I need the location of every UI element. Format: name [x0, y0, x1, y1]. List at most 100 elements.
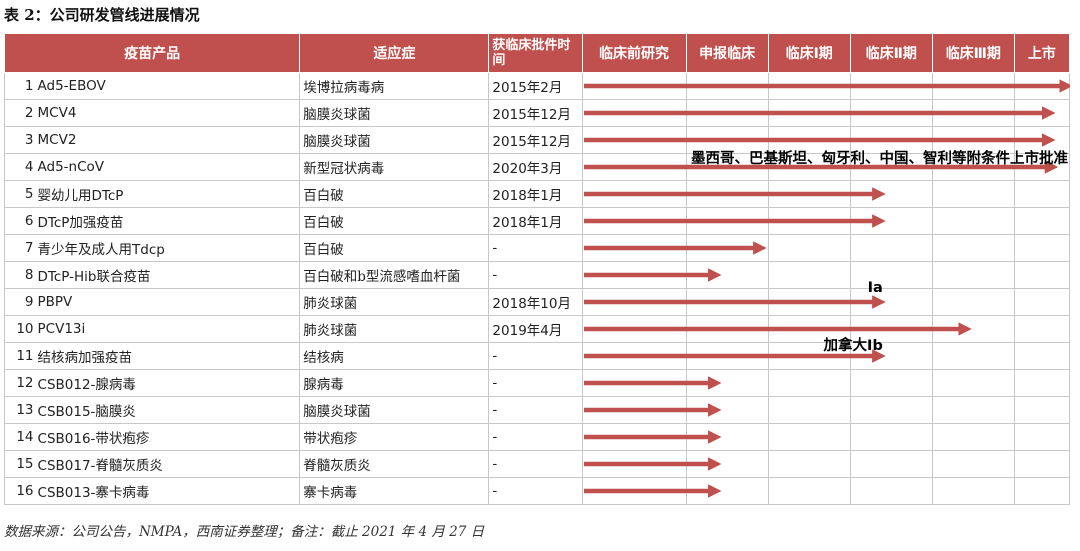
- stage-cell: [581, 180, 687, 208]
- stage-cell: [685, 369, 769, 397]
- stage-cell: [581, 423, 687, 451]
- header-approval-time: 获临床批件时间: [488, 33, 583, 73]
- stage-cell: [931, 261, 1015, 289]
- row-number: 4: [3, 153, 36, 181]
- stage-cell: [767, 261, 851, 289]
- indication: 寨卡病毒: [299, 477, 490, 505]
- stage-cell: [1013, 288, 1071, 316]
- row-number: 11: [3, 342, 36, 370]
- pipeline-table: 疫苗产品 适应症 获临床批件时间 临床前研究 申报临床 临床Ⅰ期 临床Ⅱ期 临床…: [3, 33, 1071, 505]
- approval-time: -: [488, 450, 583, 478]
- stage-cell: [1013, 99, 1071, 127]
- table-header-row: 疫苗产品 适应症 获临床批件时间 临床前研究 申报临床 临床Ⅰ期 临床Ⅱ期 临床…: [3, 33, 1071, 73]
- stage-cell: [767, 234, 851, 262]
- approval-time: 2018年1月: [488, 207, 583, 235]
- stage-cell: [581, 126, 687, 154]
- stage-cell: [685, 342, 769, 370]
- approval-time: 2015年12月: [488, 99, 583, 127]
- header-stage-preclinical: 临床前研究: [581, 33, 687, 73]
- stage-cell: [581, 288, 687, 316]
- stage-cell: [767, 99, 851, 127]
- vaccine-name: 结核病加强疫苗: [35, 342, 301, 370]
- stage-cell: [685, 423, 769, 451]
- table-row: 4 Ad5-nCoV 新型冠状病毒 2020年3月: [3, 153, 1071, 181]
- stage-cell: [767, 396, 851, 424]
- stage-cell: [581, 342, 687, 370]
- approval-time: -: [488, 342, 583, 370]
- stage-note: 墨西哥、巴基斯坦、匈牙利、中国、智利等附条件上市批准: [691, 151, 1068, 167]
- indication: 肺炎球菌: [299, 288, 490, 316]
- stage-cell: [849, 180, 933, 208]
- stage-cell: [931, 288, 1015, 316]
- vaccine-name: DTcP加强疫苗: [35, 207, 301, 235]
- stage-cell: [931, 180, 1015, 208]
- table-row: 11 结核病加强疫苗 结核病 -: [3, 342, 1071, 370]
- vaccine-name: PBPV: [35, 288, 301, 316]
- table-row: 10 PCV13i 肺炎球菌 2019年4月: [3, 315, 1071, 343]
- vaccine-name: CSB013-寨卡病毒: [35, 477, 301, 505]
- indication: 百白破: [299, 180, 490, 208]
- row-number: 14: [3, 423, 36, 451]
- indication: 埃博拉病毒病: [299, 72, 490, 100]
- stage-cell: [767, 369, 851, 397]
- pipeline-table-frame: 疫苗产品 适应症 获临床批件时间 临床前研究 申报临床 临床Ⅰ期 临床Ⅱ期 临床…: [3, 33, 1071, 508]
- stage-cell: [685, 72, 769, 100]
- stage-cell: [849, 207, 933, 235]
- stage-cell: [581, 261, 687, 289]
- stage-cell: [685, 99, 769, 127]
- indication: 百白破和b型流感嗜血杆菌: [299, 261, 490, 289]
- table-row: 14 CSB016-带状疱疹 带状疱疹 -: [3, 423, 1071, 451]
- stage-cell: [849, 288, 933, 316]
- vaccine-name: PCV13i: [35, 315, 301, 343]
- table-row: 12 CSB012-腺病毒 腺病毒 -: [3, 369, 1071, 397]
- stage-cell: [931, 99, 1015, 127]
- table-row: 8 DTcP-Hib联合疫苗 百白破和b型流感嗜血杆菌 -: [3, 261, 1071, 289]
- row-number: 2: [3, 99, 36, 127]
- approval-time: 2020年3月: [488, 153, 583, 181]
- row-number: 16: [3, 477, 36, 505]
- stage-cell: [685, 315, 769, 343]
- table-row: 9 PBPV 肺炎球菌 2018年10月: [3, 288, 1071, 316]
- stage-cell: [685, 396, 769, 424]
- vaccine-name: MCV4: [35, 99, 301, 127]
- stage-cell: [931, 207, 1015, 235]
- stage-cell: [1013, 72, 1071, 100]
- stage-cell: [1013, 450, 1071, 478]
- stage-cell: [767, 288, 851, 316]
- stage-cell: [767, 180, 851, 208]
- vaccine-name: MCV2: [35, 126, 301, 154]
- stage-cell: [1013, 477, 1071, 505]
- row-number: 9: [3, 288, 36, 316]
- row-number: 1: [3, 72, 36, 100]
- stage-cell: [581, 234, 687, 262]
- indication: 肺炎球菌: [299, 315, 490, 343]
- stage-cell: [685, 477, 769, 505]
- approval-time: 2015年12月: [488, 126, 583, 154]
- row-number: 15: [3, 450, 36, 478]
- stage-cell: [581, 450, 687, 478]
- vaccine-name: 青少年及成人用Tdcp: [35, 234, 301, 262]
- indication: 脑膜炎球菌: [299, 99, 490, 127]
- stage-note: 加拿大Ib: [823, 338, 883, 354]
- header-indication: 适应症: [299, 33, 490, 73]
- stage-cell: [931, 450, 1015, 478]
- vaccine-name: CSB017-脊髓灰质炎: [35, 450, 301, 478]
- stage-cell: [1013, 369, 1071, 397]
- vaccine-name: 婴幼儿用DTcP: [35, 180, 301, 208]
- header-stage-phase-3: 临床Ⅲ期: [931, 33, 1015, 73]
- stage-cell: [931, 315, 1015, 343]
- stage-cell: [581, 315, 687, 343]
- row-number: 6: [3, 207, 36, 235]
- stage-cell: [849, 72, 933, 100]
- stage-cell: [849, 369, 933, 397]
- approval-time: 2019年4月: [488, 315, 583, 343]
- stage-cell: [685, 180, 769, 208]
- stage-cell: [767, 477, 851, 505]
- stage-cell: [581, 369, 687, 397]
- header-stage-market: 上市: [1013, 33, 1071, 73]
- stage-cell: [685, 207, 769, 235]
- stage-cell: [685, 450, 769, 478]
- table-row: 5 婴幼儿用DTcP 百白破 2018年1月: [3, 180, 1071, 208]
- source-footnote: 数据来源：公司公告，NMPA，西南证券整理；备注：截止 2021 年 4 月 2…: [4, 524, 485, 540]
- stage-cell: [1013, 261, 1071, 289]
